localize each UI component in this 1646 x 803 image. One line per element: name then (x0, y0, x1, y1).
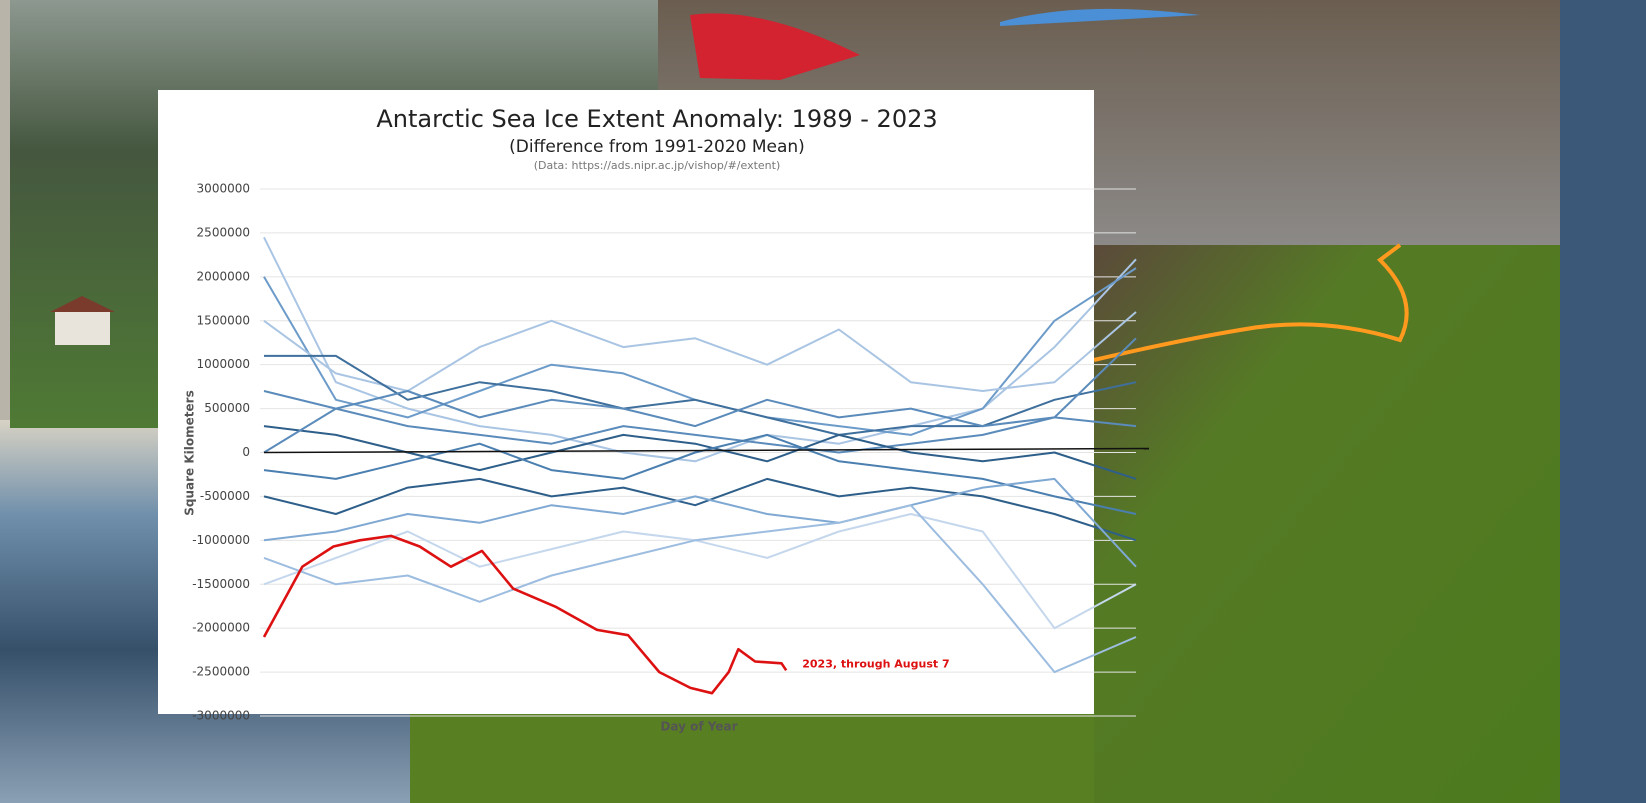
chart-panel (158, 90, 1094, 714)
forest-photo (410, 712, 1094, 803)
y-tick-label: 1000000 (197, 357, 250, 371)
series-line (263, 433, 1137, 515)
edge-photo (1560, 0, 1646, 803)
y-tick-label: 3000000 (197, 182, 250, 196)
source-note: (Data: https://ads.nipr.ac.jp/vishop/#/e… (534, 159, 781, 172)
series-line (262, 534, 788, 695)
series-line (263, 337, 1137, 454)
series-line (263, 390, 1137, 454)
series-annotation: 2023, through August 7 (802, 657, 949, 670)
blue-car (1000, 8, 1200, 26)
y-tick-label: -2000000 (192, 621, 250, 635)
house (55, 310, 110, 345)
y-tick-label: -1500000 (192, 577, 250, 591)
x-axis-label: Day of Year (660, 720, 737, 734)
series-line (263, 477, 1137, 542)
zero-line (263, 447, 1150, 454)
y-tick-label: 500000 (204, 401, 250, 415)
fire-photo (1094, 245, 1560, 803)
roof (50, 296, 115, 312)
y-tick-label: 1500000 (197, 313, 250, 327)
fire-line (1093, 243, 1409, 362)
y-tick-label: 2000000 (197, 269, 250, 283)
y-tick-label: 2500000 (197, 225, 250, 239)
y-tick-label: -500000 (200, 489, 250, 503)
y-tick-label: -2500000 (192, 665, 250, 679)
y-tick-label: 0 (242, 445, 250, 459)
series-line (263, 504, 1137, 674)
y-axis-label: Square Kilometers (183, 390, 197, 515)
series-line (263, 477, 1137, 568)
y-tick-label: -1000000 (192, 533, 250, 547)
chart-subtitle: (Difference from 1991-2020 Mean) (509, 137, 805, 157)
y-tick-label: -3000000 (192, 709, 250, 723)
plot-area: -3000000 -2500000 -2000000 -1500000 -1000000… (192, 182, 1150, 723)
red-car (690, 13, 860, 80)
chart-title: Antarctic Sea Ice Extent Anomaly: 1989 -… (376, 105, 937, 133)
